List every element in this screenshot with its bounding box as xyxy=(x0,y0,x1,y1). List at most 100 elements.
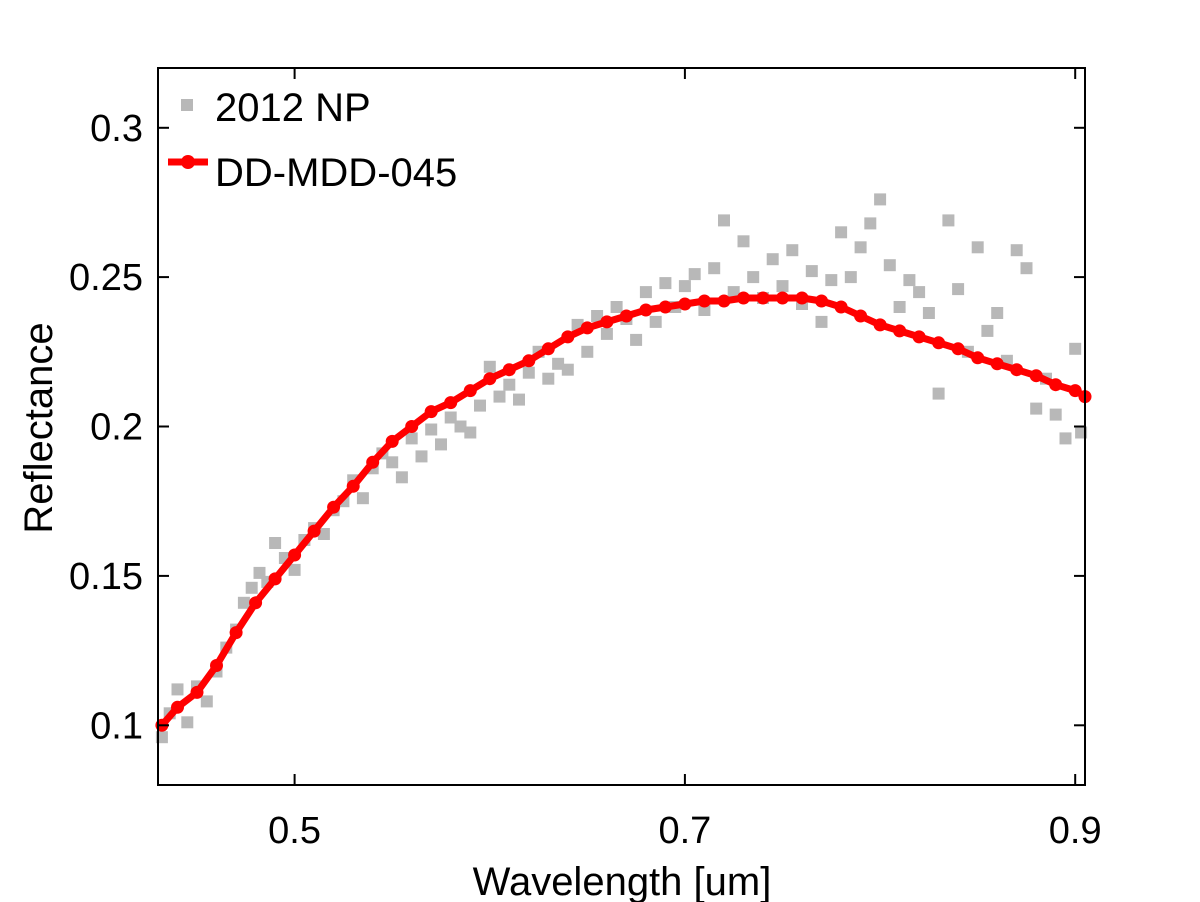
y-tick-label: 0.25 xyxy=(69,257,143,299)
line-point xyxy=(1049,378,1063,392)
line-point xyxy=(971,351,985,365)
scatter-point xyxy=(425,423,438,436)
line-point xyxy=(990,357,1004,371)
scatter-point xyxy=(835,226,848,239)
line-point xyxy=(932,336,946,350)
scatter-point xyxy=(922,307,935,319)
scatter-point xyxy=(874,193,887,206)
scatter-point xyxy=(718,214,730,227)
scatter-point xyxy=(844,271,857,284)
scatter-point xyxy=(805,265,818,278)
line-point xyxy=(873,318,887,332)
scatter-point xyxy=(815,315,828,328)
legend-label-dd-mdd-045: DD-MDD-045 xyxy=(215,151,457,195)
scatter-point xyxy=(200,695,213,708)
y-tick-label: 0.1 xyxy=(90,705,143,747)
line-point xyxy=(444,396,458,410)
scatter-series-2012-np xyxy=(155,193,1088,744)
line-point xyxy=(893,324,907,338)
legend: 2012 NP DD-MDD-045 xyxy=(168,86,457,195)
axis-ticks xyxy=(158,68,1085,785)
line-point xyxy=(737,291,750,305)
scatter-point xyxy=(659,277,672,290)
line-point xyxy=(483,372,497,386)
scatter-point xyxy=(825,274,838,287)
x-tick-label: 0.9 xyxy=(1049,810,1102,852)
line-point xyxy=(249,596,263,610)
line-point xyxy=(1068,384,1082,398)
scatter-point xyxy=(288,563,301,576)
line-point xyxy=(834,300,848,314)
scatter-point xyxy=(639,286,652,299)
scatter-point xyxy=(991,307,1004,319)
scatter-point xyxy=(981,324,994,337)
scatter-point xyxy=(561,363,574,376)
line-point xyxy=(561,330,575,344)
scatter-point xyxy=(1020,262,1033,275)
line-point xyxy=(424,405,438,419)
axis-tick-labels: 0.5 0.7 0.9 0.1 0.15 0.2 0.25 0.3 xyxy=(69,108,1102,852)
scatter-point xyxy=(415,450,428,463)
scatter-point xyxy=(942,214,955,227)
y-tick-label: 0.2 xyxy=(90,407,143,449)
scatter-point xyxy=(893,301,906,313)
x-tick-label: 0.7 xyxy=(658,810,711,852)
line-point xyxy=(717,294,731,308)
scatter-point xyxy=(474,399,486,412)
scatter-point xyxy=(591,310,604,322)
scatter-point xyxy=(522,366,535,379)
scatter-point xyxy=(766,253,779,266)
line-point xyxy=(580,321,594,335)
scatter-point xyxy=(737,235,750,248)
scatter-point xyxy=(1010,244,1023,257)
line-point xyxy=(678,297,692,311)
scatter-point xyxy=(454,420,467,433)
scatter-point xyxy=(542,372,555,385)
scatter-point xyxy=(727,286,740,299)
scatter-point xyxy=(245,581,258,594)
scatter-point xyxy=(600,327,613,340)
scatter-point xyxy=(1059,432,1072,445)
scatter-point xyxy=(913,286,926,299)
scatter-point xyxy=(903,274,916,287)
scatter-point xyxy=(630,333,643,346)
scatter-point xyxy=(698,304,711,316)
scatter-point xyxy=(171,683,184,696)
line-point xyxy=(1029,369,1043,383)
line-point xyxy=(366,455,380,469)
scatter-point xyxy=(444,411,457,424)
line-point xyxy=(912,330,926,344)
scatter-point xyxy=(610,301,623,313)
y-axis-label: Reflectance xyxy=(17,322,61,533)
scatter-point xyxy=(581,345,594,358)
scatter-point xyxy=(854,241,867,254)
scatter-point xyxy=(269,537,282,549)
line-series-dd-mdd-045 xyxy=(155,291,1092,732)
line-point xyxy=(776,291,789,305)
scatter-point xyxy=(356,492,369,505)
y-tick-label: 0.3 xyxy=(90,108,143,150)
line-point xyxy=(405,420,419,433)
scatter-point xyxy=(776,280,789,293)
line-point xyxy=(600,315,614,329)
line-point xyxy=(268,572,282,586)
line-point xyxy=(502,363,516,377)
line-point xyxy=(210,659,223,672)
line-point xyxy=(951,342,965,356)
legend-label-2012-np: 2012 NP xyxy=(215,86,371,130)
scatter-point xyxy=(435,438,447,451)
legend-marker-2012-np xyxy=(181,99,193,111)
line-point xyxy=(463,384,477,398)
scatter-point xyxy=(932,387,945,400)
scatter-point xyxy=(747,271,760,284)
scatter-point xyxy=(493,390,506,403)
line-point xyxy=(522,354,536,368)
line-point xyxy=(854,309,868,323)
scatter-point xyxy=(1049,408,1062,421)
x-axis-label: Wavelength [um] xyxy=(473,860,772,902)
line-point xyxy=(307,524,321,538)
series-line xyxy=(158,294,1089,729)
line-point xyxy=(795,291,809,305)
scatter-point xyxy=(464,426,477,439)
